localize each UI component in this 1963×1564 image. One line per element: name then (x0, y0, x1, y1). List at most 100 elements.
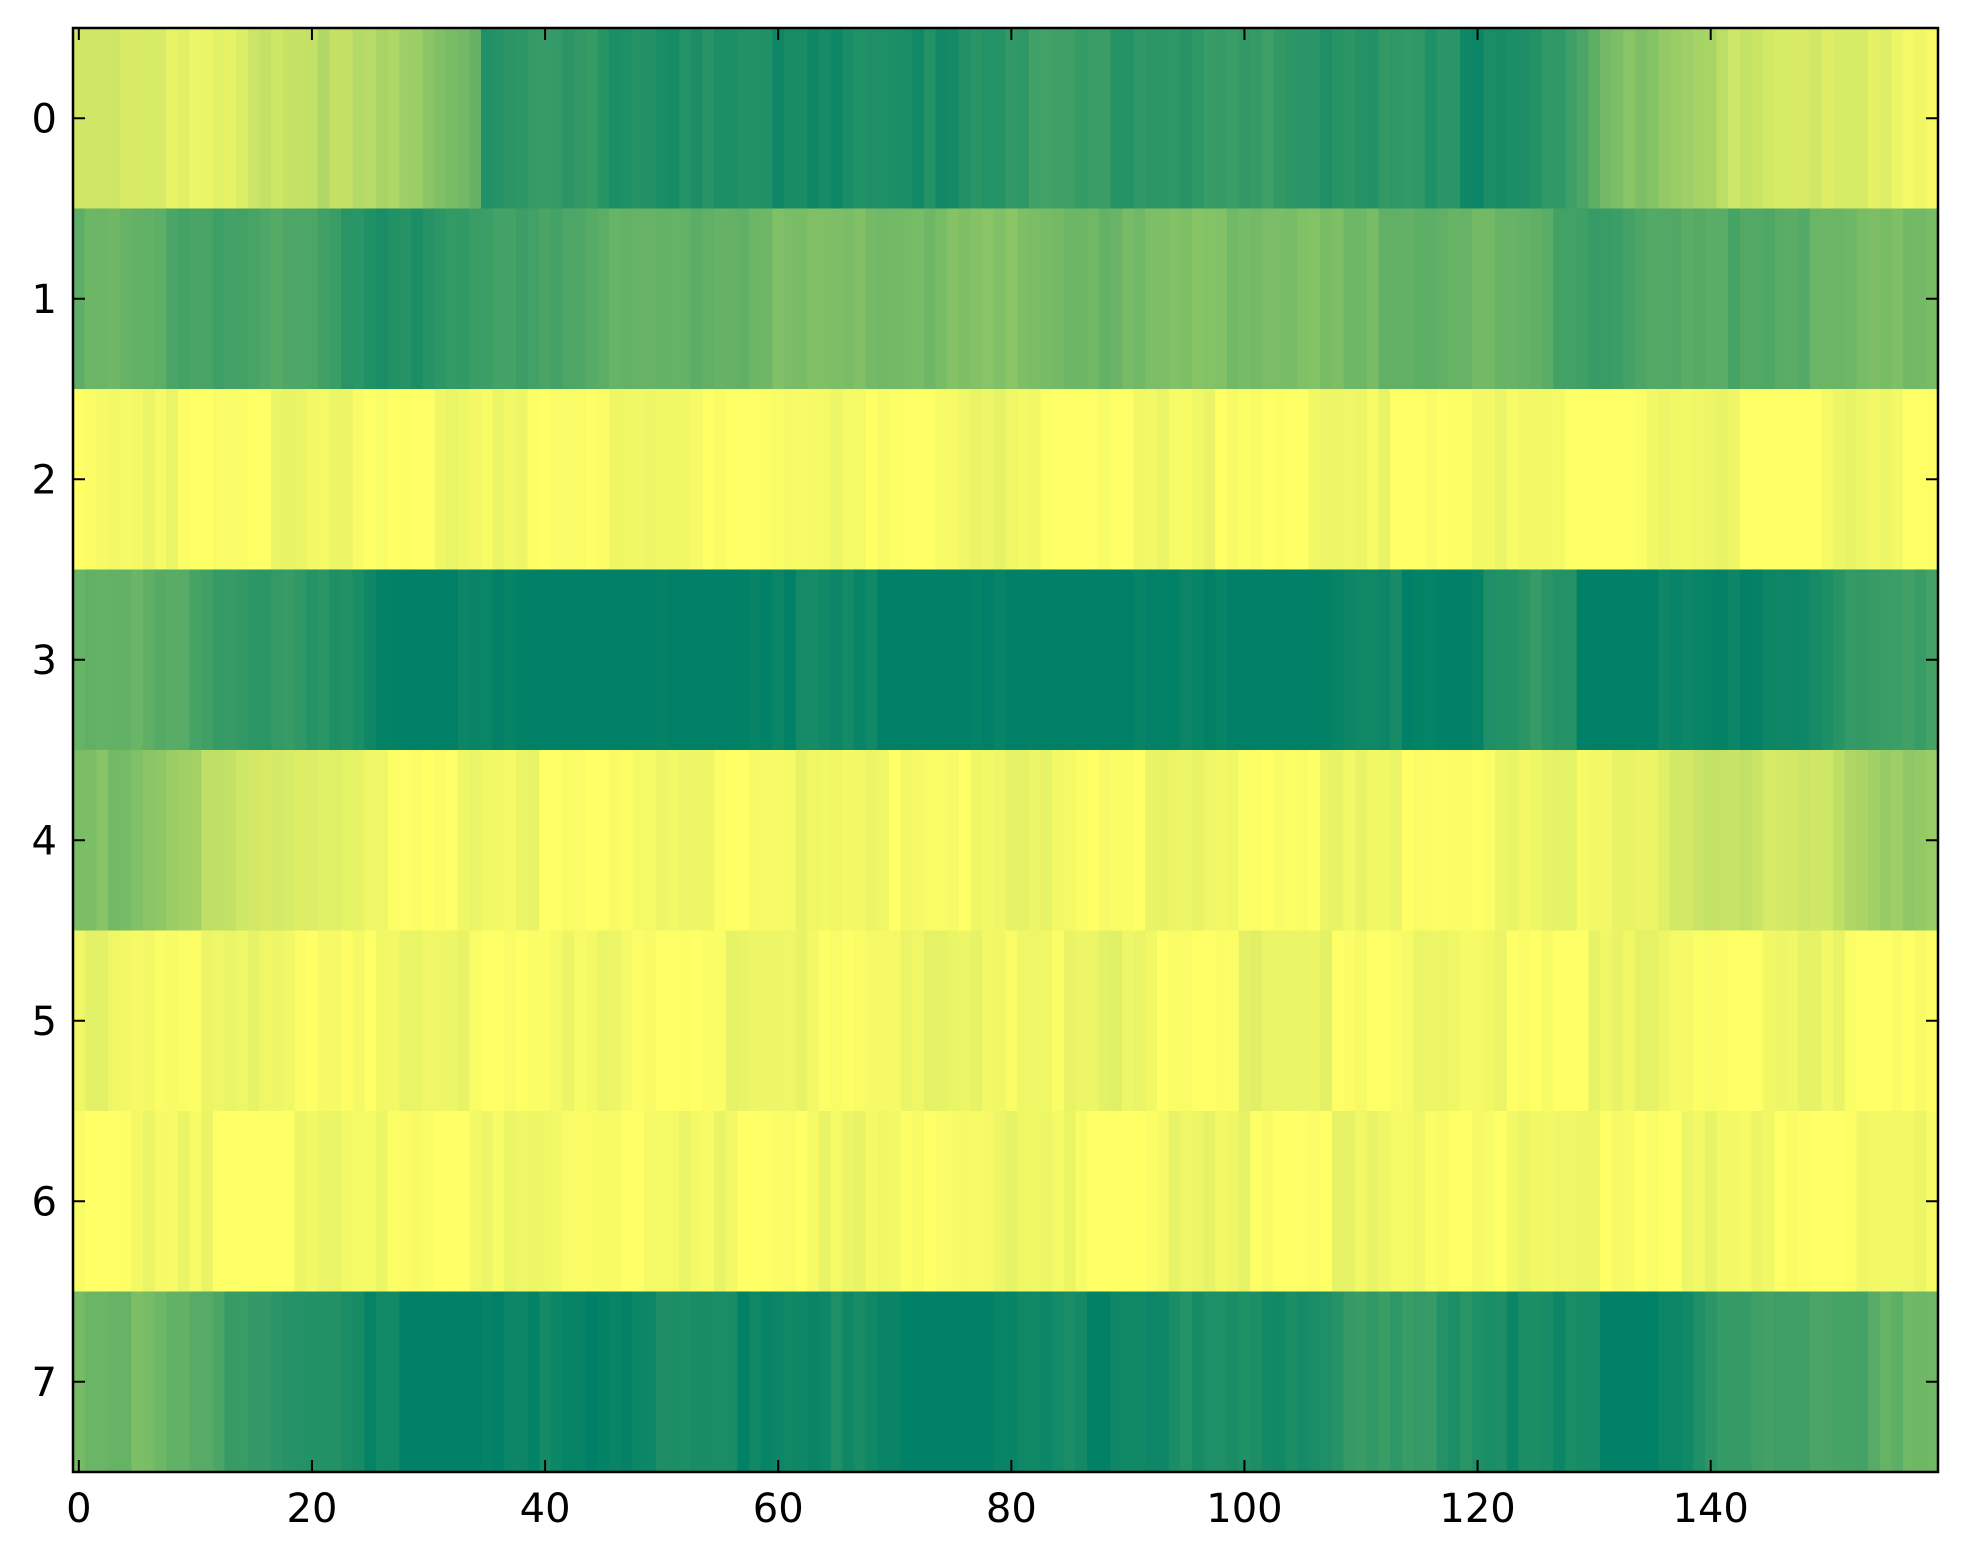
heatmap-cell (1180, 389, 1193, 571)
heatmap-cell (1110, 930, 1123, 1112)
heatmap-cell (585, 208, 599, 390)
heatmap-cell (282, 28, 296, 210)
heatmap-cell (1716, 569, 1729, 751)
heatmap-cell (772, 208, 785, 390)
heatmap-cell (1611, 1111, 1624, 1293)
heatmap-cell (1588, 208, 1601, 390)
heatmap-cell (434, 930, 447, 1112)
heatmap-cell (1879, 750, 1892, 932)
heatmap-cell (842, 389, 855, 571)
heatmap-cell (1669, 389, 1683, 571)
heatmap-cell (1436, 389, 1450, 571)
heatmap-cell (1634, 389, 1648, 571)
heatmap-cell (96, 750, 109, 932)
heatmap-cell (1506, 28, 1519, 210)
heatmap-cell (1541, 389, 1554, 571)
heatmap-cell (1133, 389, 1146, 571)
heatmap-cell (1040, 569, 1053, 751)
heatmap-cell (562, 1111, 575, 1293)
heatmap-cell (107, 1291, 121, 1473)
heatmap-cell (1017, 930, 1030, 1112)
heatmap-cell (1413, 208, 1426, 390)
heatmap-cell (1343, 28, 1356, 210)
heatmap-cells (73, 28, 1939, 1473)
heatmap-cell (376, 930, 389, 1112)
heatmap-cell (1739, 28, 1753, 210)
heatmap-cell (1122, 208, 1135, 390)
heatmap-cell (1285, 1291, 1298, 1473)
heatmap-cell (1203, 1111, 1216, 1293)
heatmap-cell (853, 1111, 867, 1293)
heatmap-cell (1157, 28, 1170, 210)
heatmap-cell (562, 569, 575, 751)
heatmap-cell (142, 1291, 156, 1473)
heatmap-cell (1401, 28, 1415, 210)
heatmap-cell (667, 750, 680, 932)
heatmap-cell (1763, 28, 1776, 210)
heatmap-cell (958, 208, 972, 390)
heatmap-cell (912, 1111, 925, 1293)
heatmap-cell (1693, 569, 1706, 751)
heatmap-cell (982, 930, 995, 1112)
heatmap-cell (422, 28, 435, 210)
heatmap-cell (142, 28, 156, 210)
heatmap-cell (1716, 208, 1729, 390)
heatmap-cell (1145, 389, 1158, 571)
heatmap-cell (1611, 208, 1624, 390)
heatmap-cell (1017, 28, 1030, 210)
heatmap-cell (865, 389, 878, 571)
heatmap-cell (1366, 1291, 1380, 1473)
heatmap-cell (550, 28, 564, 210)
heatmap-cell (912, 28, 925, 210)
heatmap-cell (282, 208, 296, 390)
heatmap-cell (1215, 1291, 1228, 1473)
heatmap-cell (737, 208, 750, 390)
heatmap-cell (1203, 750, 1216, 932)
heatmap-cell (1565, 930, 1578, 1112)
heatmap-cell (1005, 208, 1018, 390)
heatmap-cell (1355, 569, 1368, 751)
y-tick-label: 4 (32, 818, 57, 864)
heatmap-cell (597, 1291, 610, 1473)
heatmap-cell (550, 1291, 564, 1473)
heatmap-cell (1366, 569, 1380, 751)
heatmap-cell (399, 208, 412, 390)
heatmap-cell (760, 569, 773, 751)
heatmap-cell (1203, 28, 1216, 210)
heatmap-cell (1180, 569, 1193, 751)
heatmap-cell (1716, 389, 1729, 571)
heatmap-cell (1530, 389, 1543, 571)
heatmap-cell (1833, 930, 1846, 1112)
heatmap-cell (714, 28, 727, 210)
heatmap-cell (1809, 208, 1823, 390)
heatmap-cell (1506, 750, 1519, 932)
heatmap-cell (853, 1291, 867, 1473)
heatmap-cell (1763, 569, 1776, 751)
heatmap-cell (1028, 569, 1042, 751)
heatmap-cell (725, 389, 739, 571)
heatmap-cell (1040, 930, 1053, 1112)
heatmap-cell (737, 569, 750, 751)
heatmap-cell (1506, 1111, 1519, 1293)
heatmap-cell (352, 389, 366, 571)
heatmap-cell (1681, 930, 1694, 1112)
heatmap-cell (1075, 750, 1088, 932)
heatmap-cell (1798, 28, 1811, 210)
heatmap-cell (1448, 750, 1461, 932)
heatmap-cell (1087, 1291, 1100, 1473)
heatmap-cell (1716, 750, 1729, 932)
heatmap-cell (364, 28, 377, 210)
heatmap-cell (1471, 1291, 1485, 1473)
heatmap-cell (1436, 1291, 1450, 1473)
heatmap-cell (1460, 1111, 1473, 1293)
heatmap-cell (1634, 28, 1648, 210)
heatmap-cell (1914, 28, 1927, 210)
heatmap-cell (1914, 1111, 1927, 1293)
heatmap-cell (1168, 208, 1181, 390)
heatmap-cell (679, 389, 692, 571)
heatmap-cell (1366, 1111, 1380, 1293)
heatmap-cell (341, 389, 354, 571)
heatmap-cell (306, 208, 319, 390)
heatmap-cell (1599, 930, 1613, 1112)
heatmap-cell (282, 389, 296, 571)
